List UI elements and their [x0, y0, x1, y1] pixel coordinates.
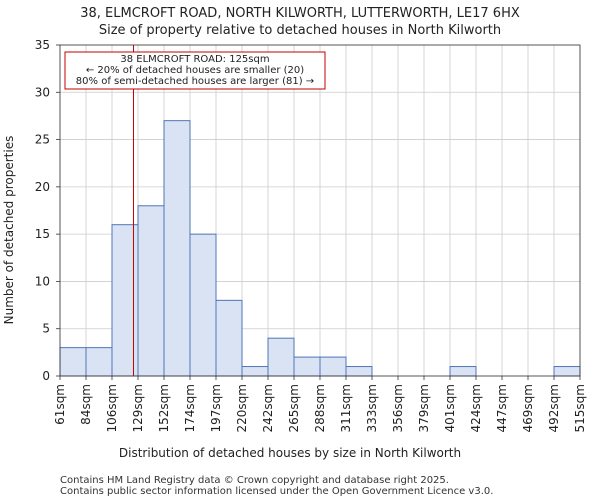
y-tick-label: 15 [35, 227, 50, 241]
chart-title-line2: Size of property relative to detached ho… [99, 23, 501, 38]
x-tick-label: 61sqm [53, 384, 67, 425]
bar-106sqm [111, 224, 139, 377]
footer-line1: Contains HM Land Registry data © Crown c… [60, 475, 449, 486]
y-axis-label: Number of detached properties [2, 136, 16, 325]
y-tick-label: 5 [42, 322, 50, 336]
x-tick-label: 152sqm [157, 384, 171, 432]
x-tick-label: 333sqm [365, 384, 379, 432]
x-axis-ticks: 61sqm 84sqm 106sqm 129sqm 152sqm 174sqm 197sqm… [53, 376, 587, 432]
footer-line2: Contains public sector information licen… [60, 486, 493, 497]
x-tick-label: 379sqm [417, 384, 431, 432]
x-axis-label: Distribution of detached houses by size … [119, 446, 461, 460]
x-tick-label: 311sqm [339, 384, 353, 432]
x-tick-label: 84sqm [79, 384, 93, 425]
x-tick-label: 469sqm [521, 384, 535, 432]
y-tick-label: 35 [35, 38, 50, 52]
x-tick-label: 447sqm [495, 384, 509, 432]
x-tick-label: 242sqm [261, 384, 275, 432]
annotation-line3: 80% of semi-detached houses are larger (… [76, 76, 314, 87]
bar-174sqm [189, 233, 217, 377]
chart-title-line1: 38, ELMCROFT ROAD, NORTH KILWORTH, LUTTE… [80, 6, 520, 21]
x-tick-label: 424sqm [469, 384, 483, 432]
annotation-line1: 38 ELMCROFT ROAD: 125sqm [120, 54, 269, 65]
x-tick-label: 356sqm [391, 384, 405, 432]
bar-61sqm [59, 347, 87, 377]
x-tick-label: 515sqm [573, 384, 587, 432]
bar-265sqm [293, 356, 321, 377]
y-tick-label: 10 [35, 274, 50, 288]
bar-84sqm [85, 347, 113, 377]
y-tick-label: 20 [35, 180, 50, 194]
annotation-line2: ← 20% of detached houses are smaller (20… [86, 65, 304, 76]
bar-401sqm [449, 366, 477, 377]
x-tick-label: 129sqm [131, 384, 145, 432]
x-tick-label: 174sqm [183, 384, 197, 432]
y-axis-ticks: 0 5 10 15 20 25 30 35 [35, 38, 60, 383]
annotation-box: 38 ELMCROFT ROAD: 125sqm ← 20% of detach… [64, 51, 326, 90]
bar-197sqm [215, 299, 243, 377]
bar-288sqm [319, 356, 347, 377]
bar-242sqm [267, 337, 295, 377]
x-tick-label: 197sqm [209, 384, 223, 432]
y-tick-label: 30 [35, 85, 50, 99]
bar-311sqm [345, 366, 373, 377]
x-tick-label: 265sqm [287, 384, 301, 432]
x-tick-label: 288sqm [313, 384, 327, 432]
x-tick-label: 220sqm [235, 384, 249, 432]
x-tick-label: 492sqm [547, 384, 561, 432]
y-tick-label: 0 [42, 369, 50, 383]
bar-129sqm [137, 205, 165, 377]
bar-220sqm [241, 366, 269, 377]
bar-492sqm [553, 366, 581, 377]
x-tick-label: 106sqm [105, 384, 119, 432]
x-tick-label: 401sqm [443, 384, 457, 432]
bar-152sqm [163, 120, 191, 377]
y-tick-label: 25 [35, 133, 50, 147]
